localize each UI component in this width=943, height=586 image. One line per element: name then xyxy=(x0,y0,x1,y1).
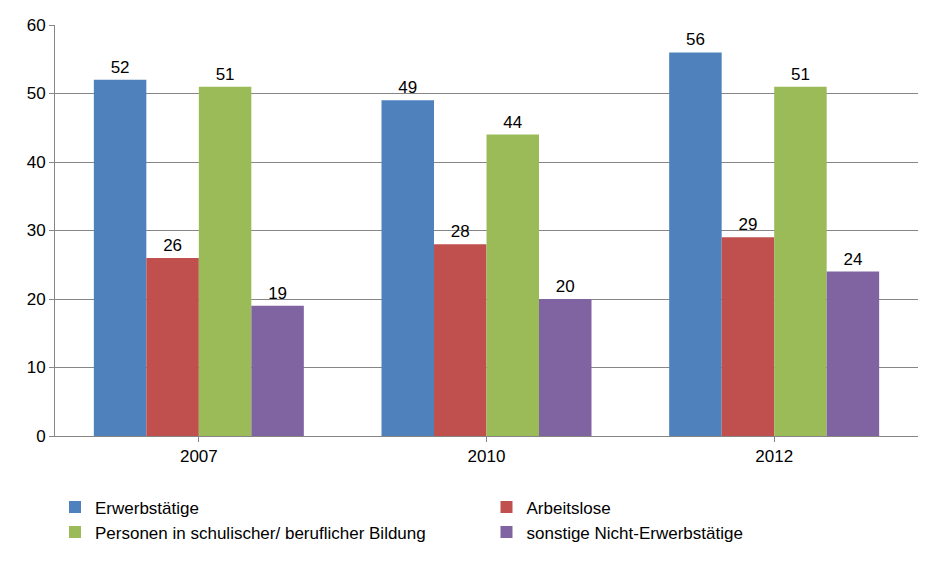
svg-text:56: 56 xyxy=(686,30,705,49)
svg-text:50: 50 xyxy=(27,84,46,103)
svg-text:Arbeitslose: Arbeitslose xyxy=(527,499,611,518)
svg-text:2012: 2012 xyxy=(755,447,793,466)
svg-text:Erwerbstätige: Erwerbstätige xyxy=(95,499,199,518)
svg-text:30: 30 xyxy=(27,221,46,240)
svg-text:40: 40 xyxy=(27,153,46,172)
svg-text:Personen in schulischer/ beruf: Personen in schulischer/ beruflicher Bil… xyxy=(95,524,426,543)
svg-text:2007: 2007 xyxy=(180,447,218,466)
svg-text:19: 19 xyxy=(268,284,287,303)
svg-text:51: 51 xyxy=(216,65,235,84)
svg-text:28: 28 xyxy=(451,222,470,241)
svg-text:60: 60 xyxy=(27,16,46,35)
svg-text:44: 44 xyxy=(503,113,522,132)
svg-text:20: 20 xyxy=(556,277,575,296)
svg-text:0: 0 xyxy=(36,427,45,446)
svg-text:51: 51 xyxy=(791,65,810,84)
svg-text:29: 29 xyxy=(738,215,757,234)
svg-text:10: 10 xyxy=(27,358,46,377)
svg-text:20: 20 xyxy=(27,290,46,309)
svg-text:sonstige Nicht-Erwerbstätige: sonstige Nicht-Erwerbstätige xyxy=(527,524,743,543)
svg-text:2010: 2010 xyxy=(468,447,506,466)
svg-text:26: 26 xyxy=(163,236,182,255)
svg-text:24: 24 xyxy=(843,250,862,269)
svg-text:52: 52 xyxy=(111,58,130,77)
svg-text:49: 49 xyxy=(398,78,417,97)
